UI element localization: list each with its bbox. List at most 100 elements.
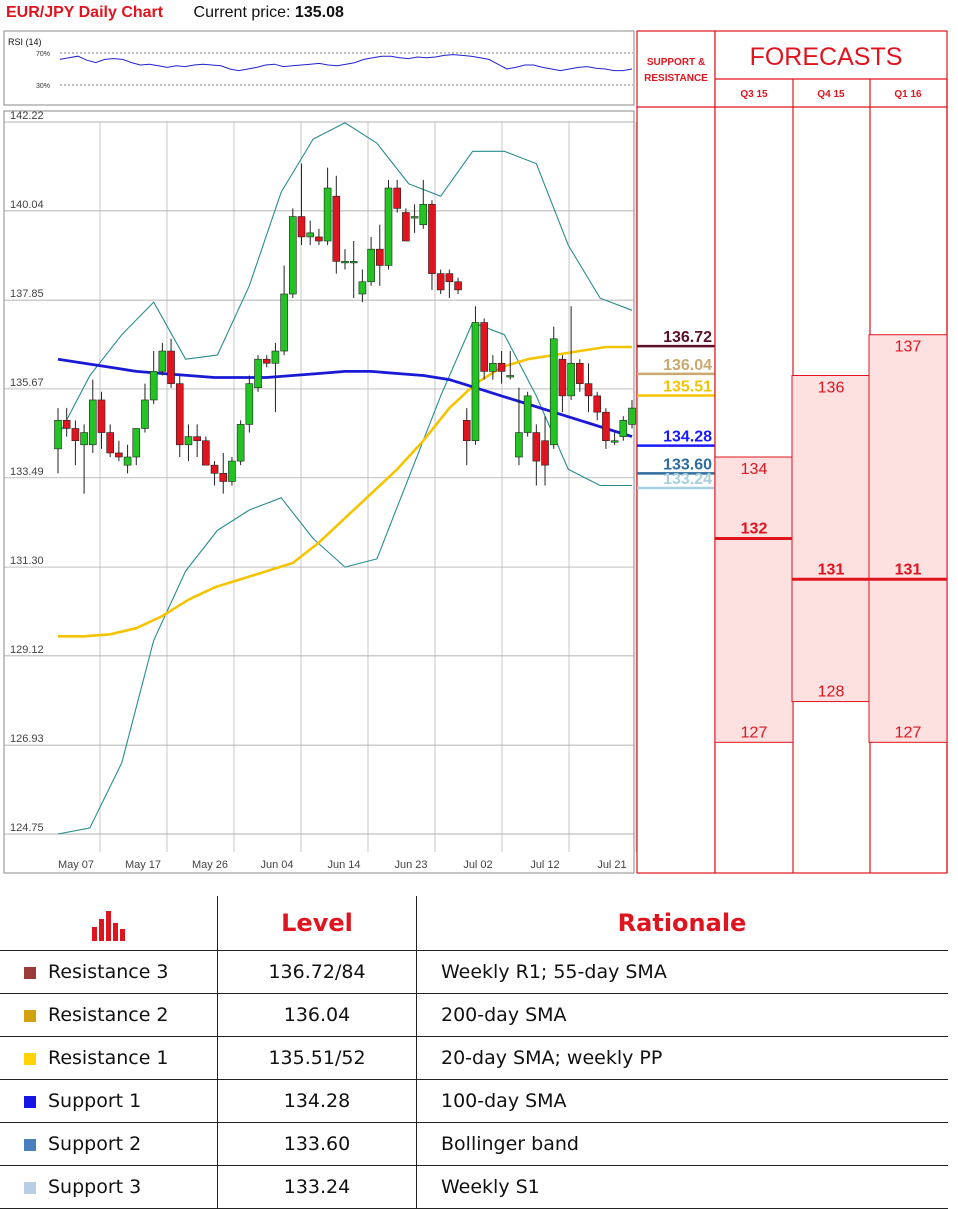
candle-body [71,428,80,442]
candle-body [315,236,323,242]
candle-body [358,281,367,295]
bollinger-upper-line [57,122,633,437]
level-name-cell: Resistance 2 [0,993,218,1037]
candle-body [393,187,401,209]
candle-body [54,420,62,450]
forecast-low-label: 127 [895,724,922,741]
candle-body [375,248,384,266]
candle-body [167,350,175,384]
sr-level-value: 135.51 [663,378,712,395]
price-tick-label: 124.75 [10,822,44,834]
level-name-cell: Resistance 1 [0,1036,218,1080]
candle-body [480,322,488,372]
sr-heading-line1: SUPPORT & [647,57,705,68]
candle-body [402,212,410,242]
candle-body [506,375,515,378]
candle-body [123,456,132,466]
level-name: Resistance 3 [48,961,169,983]
candle-body [436,273,445,291]
level-color-swatch [24,966,36,979]
price-tick-label: 135.67 [10,377,44,389]
level-color-swatch [24,1095,36,1108]
rsi-70-label: 70% [36,51,50,58]
current-price-label: Current price: [193,4,291,21]
chart-area: RSI (14) 70% 30% 142.22 140.04 137.85 135.6… [3,30,948,874]
level-rationale: Weekly S1 [416,1165,948,1209]
table-row: Support 1 134.28 100-day SMA [0,1079,948,1123]
candle-body [489,362,497,372]
candle-body [80,432,88,446]
rationale-header: Rationale [416,896,948,951]
date-tick-label: May 07 [58,859,94,871]
forecast-median-label: 131 [895,561,922,578]
candle-body [141,399,149,429]
candle-body [332,195,341,262]
candle-body [419,204,428,226]
bollinger-lower-line [57,321,632,835]
candle-body [228,460,236,482]
level-value: 136.72/84 [217,950,417,994]
price-tick-label: 140.04 [10,199,44,211]
candle-body [271,350,280,364]
level-rationale: Bollinger band [416,1122,948,1166]
candle-body [158,350,167,372]
candle-body [471,322,480,442]
price-tick-label: 131.30 [10,555,44,567]
candle-body [184,436,193,446]
forecast-median-label: 132 [741,521,768,538]
candle-body [628,407,636,425]
date-tick-label: Jul 21 [597,859,626,871]
candle-body [175,383,184,446]
sr-column [636,30,716,874]
candle-body [523,395,532,433]
forecast-range-box [868,334,948,743]
price-tick-label: 129.12 [10,644,44,656]
candle-body [106,432,114,454]
sr-heading-line2: RESISTANCE [644,73,708,84]
level-value: 133.24 [217,1165,417,1209]
forecast-column-header: Q1 16 [894,89,922,100]
date-tick-label: May 26 [192,859,228,871]
table-row: Resistance 1 135.51/52 20-day SMA; weekly … [0,1036,948,1080]
level-value: 134.28 [217,1079,417,1123]
sr-level-value: 134.28 [663,429,712,446]
table-row: Resistance 2 136.04 200-day SMA [0,993,948,1037]
chart-title: EUR/JPY Daily Chart [6,4,164,21]
level-name-cell: Resistance 3 [0,950,218,994]
forecast-high-label: 136 [818,379,845,396]
forecast-high-label: 134 [741,461,768,478]
candle-body [549,338,558,446]
date-tick-label: Jul 02 [463,859,492,871]
forecasts-title: FORECASTS [750,43,903,71]
sr-level-value: 136.04 [663,357,712,374]
table-row: Resistance 3 136.72/84 Weekly R1; 55-day S… [0,950,948,994]
level-name: Support 1 [48,1090,142,1112]
date-tick-label: Jun 23 [394,859,427,871]
rsi-panel [3,30,635,106]
forecast-column-header: Q3 15 [740,89,768,100]
forecast-median-label: 131 [818,561,845,578]
level-name: Resistance 1 [48,1047,169,1069]
table-row: Support 3 133.24 Weekly S1 [0,1165,948,1209]
rsi-30-label: 30% [36,83,50,90]
candle-body [289,216,297,295]
forecast-low-label: 128 [818,684,845,701]
date-tick-label: Jul 12 [530,859,559,871]
candle-body [236,424,245,462]
rsi-label: RSI (14) [8,37,42,47]
candle-body [219,473,228,482]
price-tick-label: 126.93 [10,733,44,745]
candle-body [115,452,123,458]
candle-body [254,358,262,389]
candle-body [593,395,602,413]
candle-body [88,399,97,446]
candle-body [454,281,462,291]
candle-body [558,358,567,397]
candle-body [384,187,393,266]
rsi-line [59,54,633,72]
candle-body [262,358,271,364]
forecast-high-label: 137 [895,339,922,356]
level-rationale: Weekly R1; 55-day SMA [416,950,948,994]
candle-body [341,261,349,264]
candle-body [149,371,158,401]
